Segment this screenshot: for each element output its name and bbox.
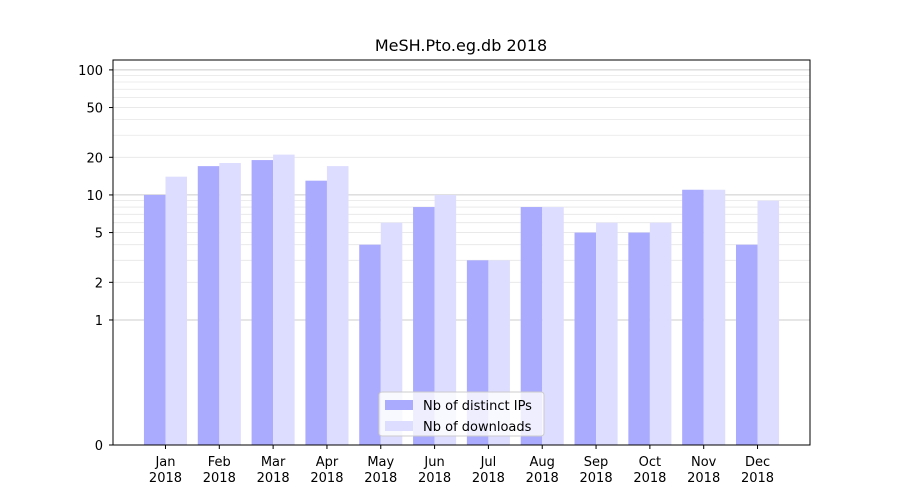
bar-downloads-sep (596, 222, 618, 445)
y-tick-label: 5 (95, 227, 103, 242)
x-tick-label-month: Dec (745, 455, 770, 470)
bars (143, 154, 780, 446)
y-tick-label: 20 (86, 151, 103, 166)
x-tick-label-month: May (367, 455, 394, 470)
bar-downloads-oct (649, 222, 672, 445)
x-tick-label-year: 2018 (580, 471, 613, 486)
bar-downloads-mar (273, 154, 295, 446)
axes: Jan2018Feb2018Mar2018Apr2018May2018Jun20… (78, 59, 811, 486)
bar-downloads-jun (434, 194, 457, 445)
bar-ips-sep (574, 232, 597, 445)
bar-downloads-aug (542, 207, 564, 445)
y-tick-label: 100 (78, 64, 103, 79)
bar-ips-jun (413, 207, 435, 445)
y-tick-label: 1 (95, 314, 103, 329)
bar-ips-aug (520, 207, 543, 445)
legend-label: Nb of downloads (423, 420, 532, 435)
y-tick-label: 10 (86, 189, 103, 204)
x-tick-label-year: 2018 (257, 471, 290, 486)
bar-ips-nov (682, 189, 704, 445)
x-tick-label-year: 2018 (687, 471, 720, 486)
x-tick-label-month: Oct (639, 455, 661, 470)
x-tick-label-month: Nov (691, 455, 717, 470)
bar-downloads-dec (757, 200, 780, 445)
bar-downloads-feb (219, 163, 241, 445)
x-tick-label-year: 2018 (310, 471, 343, 486)
x-tick-label-month: Jun (423, 455, 444, 470)
x-tick-label-month: Mar (261, 455, 286, 470)
bar-downloads-may (380, 222, 403, 445)
bar-downloads-jan (165, 176, 188, 445)
x-tick-label-year: 2018 (149, 471, 182, 486)
x-tick-label-month: Feb (208, 455, 231, 470)
legend-swatch (385, 421, 413, 431)
bar-ips-jan (143, 194, 166, 445)
x-tick-label-year: 2018 (526, 471, 559, 486)
x-tick-label-month: Jan (154, 455, 175, 470)
legend-swatch (385, 400, 413, 410)
x-tick-label-year: 2018 (633, 471, 666, 486)
bar-downloads-nov (703, 189, 726, 445)
x-tick-label-month: Apr (316, 455, 339, 470)
legend: Nb of distinct IPs Nb of downloads (378, 391, 545, 437)
y-tick-label: 0 (95, 439, 103, 454)
bar-ips-may (359, 244, 381, 445)
x-tick-label-month: Aug (530, 455, 555, 470)
legend-box (378, 391, 545, 437)
bar-ips-dec (735, 244, 758, 445)
chart-title: MeSH.Pto.eg.db 2018 (375, 36, 547, 55)
x-tick-label-year: 2018 (364, 471, 397, 486)
bar-ips-feb (197, 166, 220, 445)
x-tick-label-year: 2018 (203, 471, 236, 486)
x-tick-label-year: 2018 (472, 471, 505, 486)
y-tick-label: 2 (95, 276, 103, 291)
x-tick-label-year: 2018 (418, 471, 451, 486)
bar-ips-apr (305, 180, 327, 445)
x-tick-label-month: Jul (480, 455, 497, 470)
legend-label: Nb of distinct IPs (423, 399, 532, 414)
x-tick-label-year: 2018 (741, 471, 774, 486)
plot-frame (112, 59, 811, 446)
y-tick-label: 50 (86, 102, 103, 117)
bar-ips-oct (628, 232, 650, 445)
bar-ips-mar (251, 160, 274, 445)
bar-downloads-apr (326, 166, 349, 445)
x-tick-label-month: Sep (584, 455, 609, 470)
